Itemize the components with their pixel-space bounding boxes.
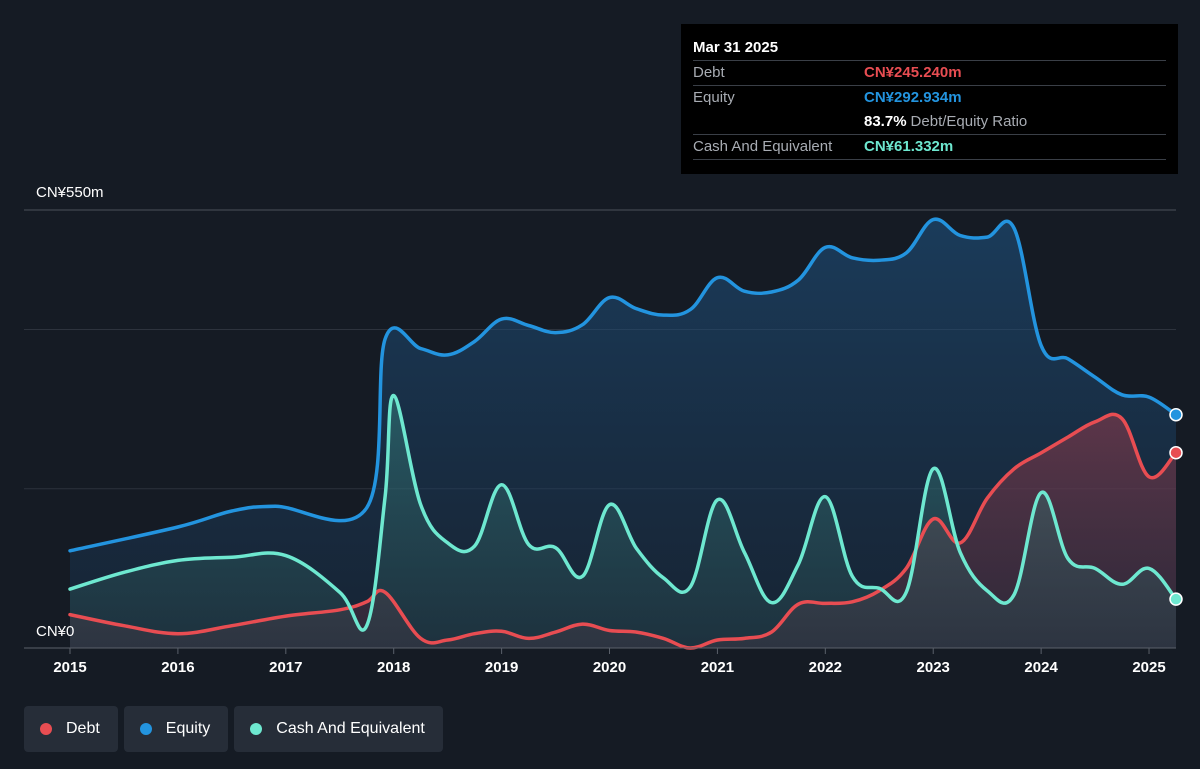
series-areas xyxy=(70,219,1176,648)
tooltip-row-debt: Debt CN¥245.240m xyxy=(693,61,1166,86)
tooltip-label: Debt xyxy=(693,64,725,81)
tooltip-value-equity: CN¥292.934m xyxy=(864,89,962,106)
legend-label: Cash And Equivalent xyxy=(276,720,425,737)
tooltip-value-ratio: 83.7% xyxy=(864,113,907,130)
data-tooltip: Mar 31 2025 Debt CN¥245.240m Equity CN¥2… xyxy=(681,24,1178,174)
tooltip-row-ratio: 83.7% Debt/Equity Ratio xyxy=(693,110,1166,135)
debt-area xyxy=(70,414,1176,648)
tooltip-ratio-label: Debt/Equity Ratio xyxy=(910,113,1028,130)
x-tick-label: 2020 xyxy=(593,659,626,676)
legend-dot-icon xyxy=(40,723,52,735)
x-tick-label: 2025 xyxy=(1132,659,1165,676)
equity-line xyxy=(68,217,1178,553)
cash-line xyxy=(68,393,1178,632)
x-tick-label: 2015 xyxy=(53,659,86,676)
x-tick-label: 2017 xyxy=(269,659,302,676)
x-tick-label: 2016 xyxy=(161,659,194,676)
cash-end-marker xyxy=(1169,592,1183,606)
legend-dot-icon xyxy=(139,723,152,735)
legend-item-equity[interactable]: Equity xyxy=(123,706,229,752)
legend-label: Debt xyxy=(66,720,100,737)
tooltip-label: Equity xyxy=(693,89,735,106)
tooltip-label: Cash And Equivalent xyxy=(693,138,833,155)
x-tick-label: 2021 xyxy=(701,659,734,676)
x-tick-label: 2019 xyxy=(485,659,518,676)
tooltip-ratio: 83.7% Debt/Equity Ratio xyxy=(864,110,1027,134)
tooltip-date: Mar 31 2025 xyxy=(693,36,1166,61)
chart-legend: Debt Equity Cash And Equivalent xyxy=(24,706,443,752)
legend-label: Equity xyxy=(165,720,211,737)
tooltip-value-debt: CN¥245.240m xyxy=(864,64,962,81)
tooltip-label xyxy=(693,110,864,134)
x-tick-label: 2024 xyxy=(1024,659,1058,676)
x-tick-label: 2022 xyxy=(809,659,842,676)
tooltip-row-equity: Equity CN¥292.934m xyxy=(693,86,1166,110)
y-axis-top-label: CN¥550m xyxy=(36,184,104,201)
tooltip-value-cash: CN¥61.332m xyxy=(864,138,954,155)
y-axis-bottom-label: CN¥0 xyxy=(36,623,74,640)
legend-item-cash[interactable]: Cash And Equivalent xyxy=(234,706,443,752)
debt-end-marker xyxy=(1169,445,1183,460)
x-tick-label: 2018 xyxy=(377,659,410,676)
axes: 2015 2016 2017 2018 2019 2020 2021 2022 2023 2024… xyxy=(24,647,1176,676)
equity-area xyxy=(70,219,1176,648)
series-end-markers xyxy=(1169,407,1183,606)
legend-dot-icon xyxy=(250,723,263,735)
tooltip-row-cash: Cash And Equivalent CN¥61.332m xyxy=(693,135,1166,160)
legend-item-debt[interactable]: Debt xyxy=(24,706,118,752)
x-tick-label: 2023 xyxy=(917,659,950,676)
equity-end-marker xyxy=(1169,407,1183,422)
